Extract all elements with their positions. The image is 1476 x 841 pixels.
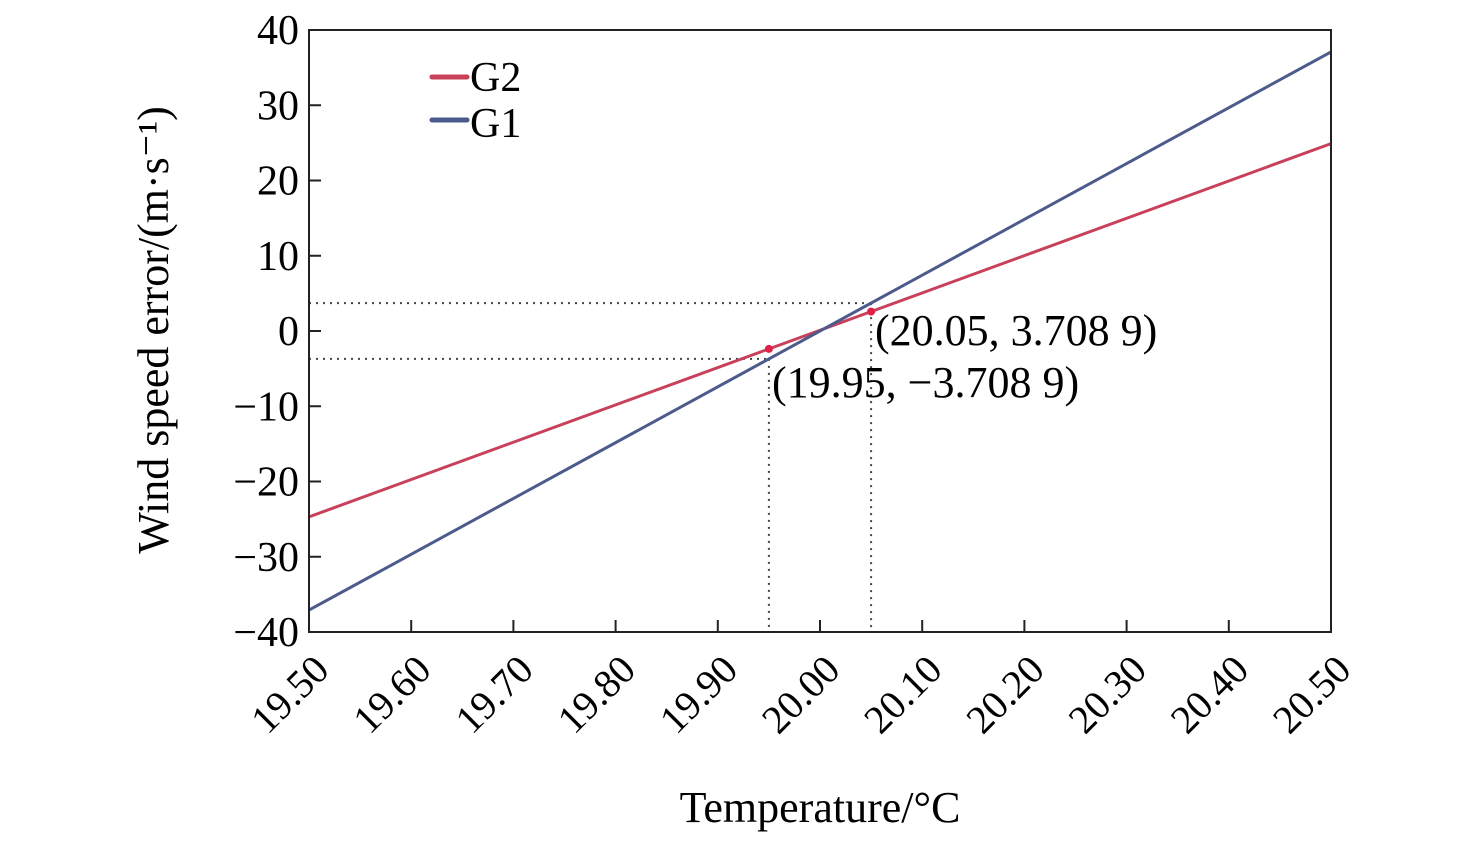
x-tick-label: 19.50 — [242, 647, 337, 742]
y-tick-label: −40 — [233, 610, 299, 656]
y-tick-label: −20 — [233, 460, 299, 506]
y-tick-label: 20 — [257, 159, 299, 205]
x-tick-label: 20.40 — [1162, 647, 1257, 742]
y-tick-label: −10 — [233, 384, 299, 430]
y-tick-label: −30 — [233, 535, 299, 581]
legend: G2 G1 — [429, 55, 521, 147]
x-tick-label: 19.90 — [651, 647, 746, 742]
legend-label-g1: G1 — [470, 101, 521, 147]
x-tick-label: 19.80 — [549, 647, 644, 742]
x-tick-label: 20.30 — [1060, 647, 1155, 742]
x-tick-label: 19.70 — [446, 647, 541, 742]
x-tick-label: 20.20 — [957, 647, 1052, 742]
y-tick-label: 30 — [257, 83, 299, 129]
x-tick-label: 20.50 — [1264, 647, 1359, 742]
x-tick-label: 20.10 — [855, 647, 950, 742]
x-tick-label: 19.60 — [344, 647, 439, 742]
series-line-g1 — [308, 50, 1332, 612]
y-tick-label: 10 — [257, 234, 299, 280]
annotation-upper: (20.05, 3.708 9) — [875, 306, 1157, 355]
x-tick-label: 20.00 — [753, 647, 848, 742]
y-tick-label: 0 — [278, 309, 299, 355]
legend-label-g2: G2 — [470, 55, 521, 101]
y-axis-label: Wind speed error/(m·s⁻¹) — [129, 106, 178, 554]
y-tick-label: 40 — [257, 8, 299, 54]
annotation-lower: (19.95, −3.708 9) — [772, 358, 1079, 407]
annotation-marker — [867, 307, 876, 316]
annotation-marker — [764, 344, 773, 353]
x-axis-label: Temperature/°C — [680, 783, 961, 832]
